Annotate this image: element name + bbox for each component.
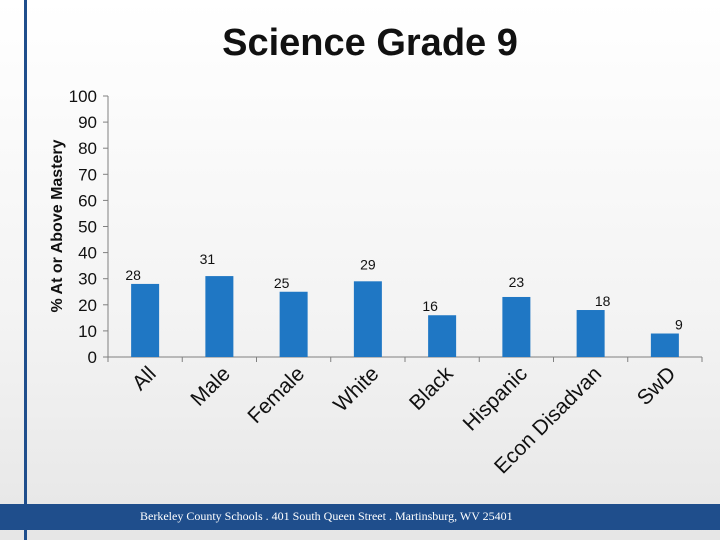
y-tick-label: 90 bbox=[78, 113, 97, 132]
footer-text: Berkeley County Schools . 401 South Quee… bbox=[140, 509, 513, 523]
data-label: 23 bbox=[509, 274, 525, 290]
y-tick-label: 60 bbox=[78, 191, 97, 210]
y-tick-label: 100 bbox=[69, 87, 97, 106]
y-axis-ticks: 0 10 20 30 40 50 60 70 80 90 100 bbox=[69, 87, 703, 367]
bar-hispanic bbox=[502, 296, 531, 357]
category-label: Male bbox=[186, 362, 234, 410]
data-label: 31 bbox=[200, 251, 216, 267]
data-label: 29 bbox=[360, 256, 376, 272]
data-labels: 28 31 25 29 16 23 18 9 bbox=[125, 251, 683, 332]
category-label: Hispanic bbox=[459, 362, 532, 435]
y-tick-label: 0 bbox=[88, 348, 97, 367]
bar-swd bbox=[650, 333, 679, 357]
y-tick-label: 80 bbox=[78, 139, 97, 158]
y-tick-label: 30 bbox=[78, 270, 97, 289]
data-label: 18 bbox=[595, 293, 611, 309]
y-tick-label: 70 bbox=[78, 165, 97, 184]
chart-axes bbox=[107, 96, 702, 358]
data-label: 25 bbox=[274, 275, 290, 291]
category-label: SwD bbox=[633, 362, 681, 410]
y-axis-title: % At or Above Mastery bbox=[49, 139, 66, 312]
category-label: Female bbox=[243, 362, 309, 428]
category-label: All bbox=[128, 362, 161, 395]
y-tick-label: 20 bbox=[78, 296, 97, 315]
data-label: 28 bbox=[125, 267, 141, 283]
category-label: White bbox=[329, 362, 383, 416]
category-label: Black bbox=[405, 362, 458, 415]
chart-title: Science Grade 9 bbox=[222, 22, 518, 64]
bar-econ-disadvan bbox=[576, 310, 605, 357]
bar-all bbox=[131, 283, 160, 357]
data-label: 9 bbox=[675, 317, 683, 333]
y-tick-label: 10 bbox=[78, 322, 97, 341]
bar-white bbox=[353, 281, 382, 357]
footer-bar bbox=[0, 504, 720, 530]
left-accent-rule bbox=[24, 0, 27, 540]
bar-male bbox=[205, 276, 234, 357]
y-tick-label: 40 bbox=[78, 244, 97, 263]
bar-female bbox=[279, 291, 308, 357]
bar-black bbox=[428, 315, 457, 357]
y-tick-label: 50 bbox=[78, 218, 97, 237]
data-label: 16 bbox=[422, 298, 438, 314]
bar-series bbox=[131, 276, 679, 357]
